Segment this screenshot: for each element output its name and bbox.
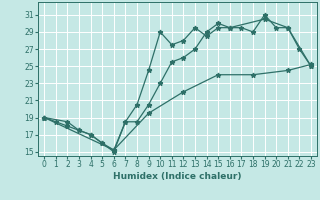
- X-axis label: Humidex (Indice chaleur): Humidex (Indice chaleur): [113, 172, 242, 181]
